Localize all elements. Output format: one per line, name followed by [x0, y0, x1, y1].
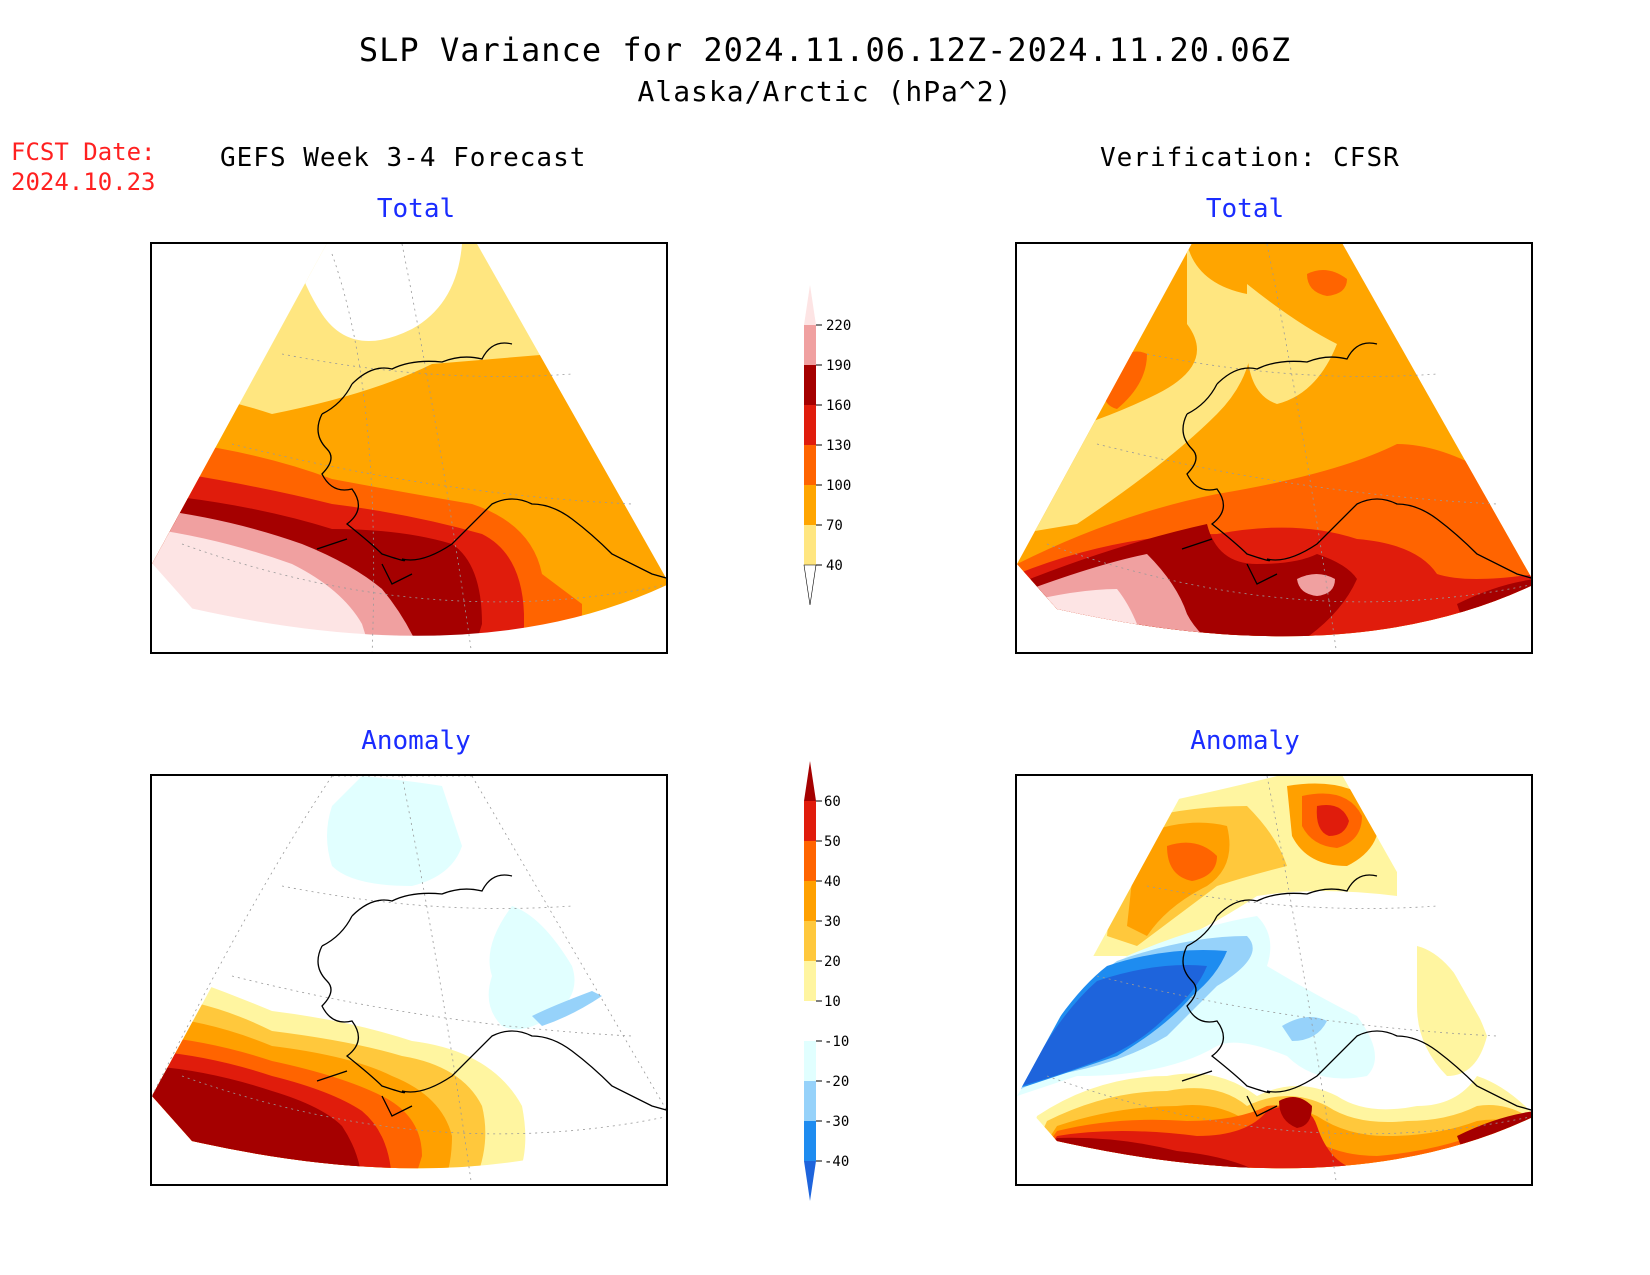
colorbar-segment-bottom	[803, 564, 817, 606]
region-neg20-neg10	[532, 991, 602, 1026]
colorbar-segment-bottom	[804, 1161, 816, 1201]
fcst-date-label: FCST Date:	[11, 138, 156, 166]
top-left-panel-title: Total	[376, 194, 456, 224]
colorbar-label: 10	[824, 994, 841, 1010]
colorbar-label: 100	[826, 478, 851, 494]
graticule	[1046, 244, 1531, 652]
gefs-total-map	[150, 242, 668, 654]
colorbar-segment	[804, 881, 816, 921]
top-right-panel-title: Total	[1205, 194, 1285, 224]
cfsr-anomaly-map	[1015, 774, 1533, 1186]
colorbar-segment	[804, 325, 816, 365]
region-neg10-0-east	[488, 906, 575, 1030]
region-40-70-north	[1017, 244, 1253, 534]
colorbar-label: 50	[824, 834, 841, 850]
colorbar-segment	[804, 1081, 816, 1121]
colorbar-label: 70	[826, 518, 843, 534]
graticule	[181, 244, 666, 652]
colorbar-segment	[804, 1041, 816, 1081]
region-neg40-neg30	[1022, 965, 1207, 1086]
colorbar-label: -40	[824, 1154, 849, 1170]
anomaly-colorbar: -40 -30 -20 -10 10 20 30 40 50 60	[796, 756, 906, 1206]
region-40-50-north	[1167, 842, 1217, 881]
colorbar-label: 20	[824, 954, 841, 970]
colorbar-segment	[804, 921, 816, 961]
colorbar-segment-top	[804, 285, 816, 325]
colorbar-label: 60	[824, 794, 841, 810]
gefs-anomaly-map	[150, 774, 668, 1186]
graticule	[152, 776, 666, 1184]
colorbar-segment-top	[804, 761, 816, 801]
graticule	[1046, 776, 1531, 1184]
colorbar-segment	[804, 445, 816, 485]
colorbar-label: 190	[826, 358, 851, 374]
bottom-right-panel-title: Anomaly	[1190, 726, 1300, 756]
colorbar-segment	[804, 961, 816, 1001]
alaska-coastline	[316, 342, 666, 585]
colorbar-label: 40	[826, 558, 843, 574]
alaska-coastline	[1181, 874, 1531, 1117]
colorbar-label: 130	[826, 438, 851, 454]
colorbar-segment	[804, 841, 816, 881]
colorbar-segment	[804, 801, 816, 841]
colorbar-label: 40	[824, 874, 841, 890]
alaska-coastline	[1181, 342, 1531, 585]
alaska-coastline	[316, 874, 666, 1117]
total-colorbar-graphic: 40 70 100 130 160 190 220	[803, 285, 851, 606]
left-column-header: GEFS Week 3-4 Forecast	[220, 143, 587, 173]
region-60-plus-center	[1279, 1097, 1312, 1128]
main-title: SLP Variance for 2024.11.06.12Z-2024.11.…	[358, 31, 1292, 69]
colorbar-segment	[804, 365, 816, 405]
bottom-left-panel-title: Anomaly	[361, 726, 471, 756]
region-neg20-neg10-east	[1282, 1017, 1327, 1041]
colorbar-label: 220	[826, 318, 851, 334]
region-neg10-0-north	[327, 776, 462, 886]
region-10-20-east	[1417, 946, 1487, 1076]
colorbar-segment	[804, 405, 816, 445]
region-50-60-ne	[1316, 805, 1349, 836]
fcst-date-value: 2024.10.23	[11, 168, 156, 196]
total-colorbar: 40 70 100 130 160 190 220	[796, 285, 906, 610]
colorbar-label: 160	[826, 398, 851, 414]
colorbar-segment	[804, 1001, 816, 1041]
colorbar-label: -20	[824, 1074, 849, 1090]
colorbar-segment	[804, 525, 816, 565]
right-column-header: Verification: CFSR	[1100, 143, 1400, 173]
colorbar-segment	[804, 485, 816, 525]
region-100-130-north	[1307, 270, 1347, 296]
anomaly-colorbar-graphic: -40 -30 -20 -10 10 20 30 40 50 60	[804, 761, 849, 1201]
cfsr-total-map	[1015, 242, 1533, 654]
colorbar-label: -30	[824, 1114, 849, 1130]
colorbar-label: -10	[824, 1034, 849, 1050]
region-190-220-center	[1297, 574, 1335, 596]
colorbar-segment	[804, 1121, 816, 1161]
region-white-north	[292, 244, 462, 341]
region-40-70-center	[1247, 284, 1337, 404]
map-wedge-outline	[152, 244, 666, 637]
main-subtitle: Alaska/Arctic (hPa^2)	[637, 75, 1013, 108]
colorbar-label: 30	[824, 914, 841, 930]
